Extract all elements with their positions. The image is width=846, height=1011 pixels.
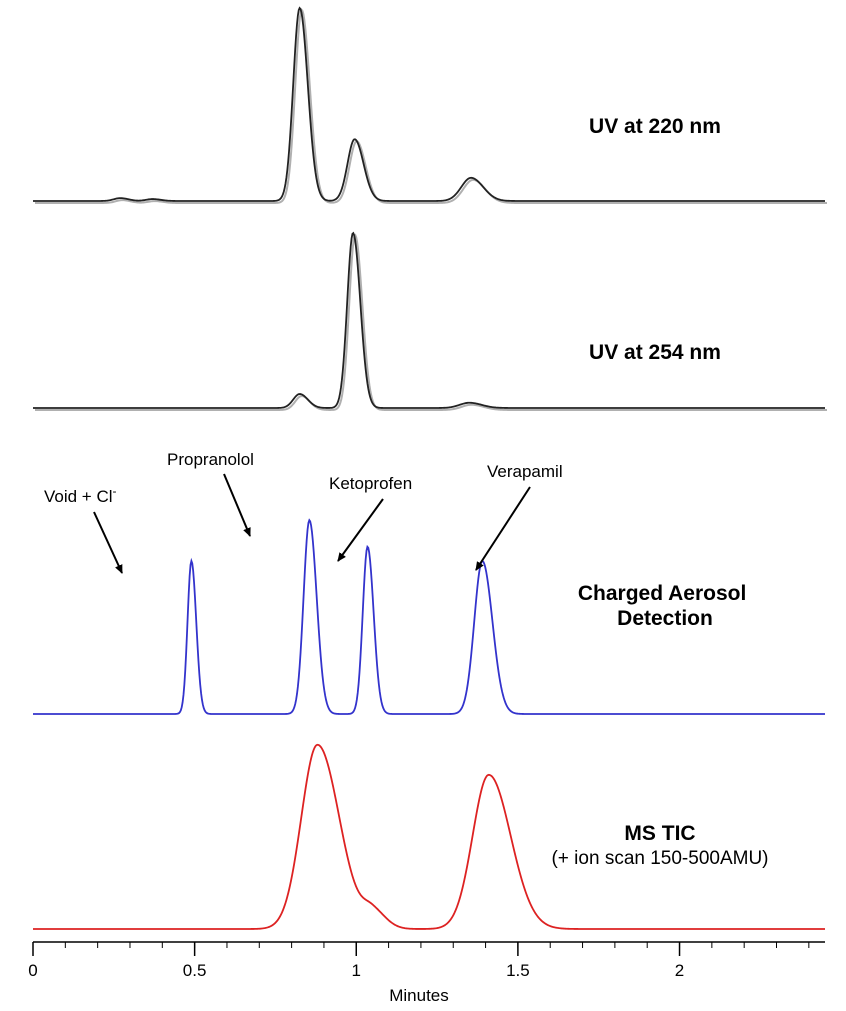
trace-line-uv-at-254-nm	[33, 231, 825, 409]
annotation-ketoprofen-arrow	[337, 498, 384, 562]
x-axis: 0 0.5 1 1.5 2 Minutes	[28, 941, 825, 1005]
trace-shadow-0	[35, 8, 827, 204]
x-axis-title: Minutes	[389, 986, 449, 1005]
trace-line-uv-at-220-nm	[33, 6, 825, 202]
annotations-group: Void + Cl- Propranolol Ketoprofen Verapa…	[44, 450, 563, 574]
trace-line-charged-aerosol-detection	[33, 518, 825, 715]
annotation-propranolol: Propranolol	[167, 450, 254, 469]
trace-label-uv254: UV at 254 nm	[589, 341, 721, 364]
traces-group	[33, 6, 827, 930]
annotation-void-text: Void + Cl	[44, 487, 113, 506]
annotation-verapamil-arrow	[475, 486, 531, 571]
annotation-ketoprofen: Ketoprofen	[329, 474, 412, 493]
trace-sublabel-ms: (+ ion scan 150-500AMU)	[551, 848, 768, 869]
annotation-propranolol-arrow	[223, 473, 251, 537]
trace-label-cad-line1: Charged Aerosol	[578, 582, 746, 605]
x-axis-ticks: 0 0.5 1 1.5 2	[28, 942, 810, 980]
annotation-void-arrow	[93, 511, 123, 574]
annotation-verapamil: Verapamil	[487, 462, 563, 481]
x-tick-label: 1	[352, 961, 361, 980]
trace-label-cad-line2: Detection	[617, 607, 713, 630]
trace-shadow-1	[35, 233, 827, 411]
trace-label-cad: Charged Aerosol Detection	[578, 582, 752, 630]
trace-label-uv220: UV at 220 nm	[589, 115, 721, 138]
x-tick-label: 1.5	[506, 961, 530, 980]
x-tick-label: 2	[675, 961, 684, 980]
x-tick-label: 0.5	[183, 961, 207, 980]
x-tick-label: 0	[28, 961, 37, 980]
trace-line-ms-tic	[33, 743, 825, 930]
annotation-void-superscript: -	[113, 484, 117, 498]
trace-label-ms: MS TIC	[624, 822, 695, 845]
annotation-void: Void + Cl-	[44, 484, 117, 506]
